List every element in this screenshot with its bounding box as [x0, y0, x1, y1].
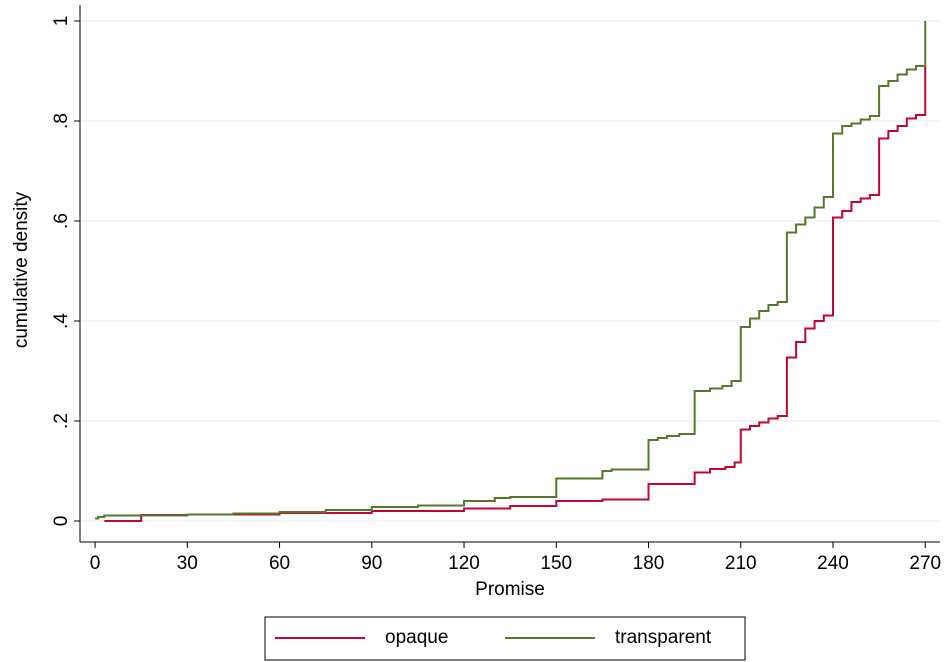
y-tick-label: 0 [51, 516, 72, 527]
x-tick-label: 210 [725, 553, 757, 574]
x-tick-label: 30 [177, 553, 198, 574]
legend-label: transparent [615, 627, 712, 648]
y-tick-label: .2 [51, 413, 72, 429]
x-tick-label: 150 [540, 553, 572, 574]
legend-label: opaque [385, 627, 448, 648]
y-tick-label: .6 [51, 213, 72, 229]
x-tick-label: 90 [361, 553, 382, 574]
x-tick-label: 120 [448, 553, 480, 574]
x-tick-label: 240 [817, 553, 849, 574]
x-tick-label: 0 [90, 553, 101, 574]
series-line [95, 21, 927, 520]
x-tick-label: 60 [269, 553, 290, 574]
y-tick-label: .8 [51, 113, 72, 129]
y-tick-label: .4 [51, 313, 72, 329]
y-axis-title: cumulative density [11, 191, 32, 348]
y-tick-label: 1 [51, 16, 72, 27]
x-axis-title: Promise [475, 579, 545, 600]
x-tick-label: 180 [633, 553, 665, 574]
series-line [104, 67, 927, 522]
x-tick-label: 270 [909, 553, 941, 574]
